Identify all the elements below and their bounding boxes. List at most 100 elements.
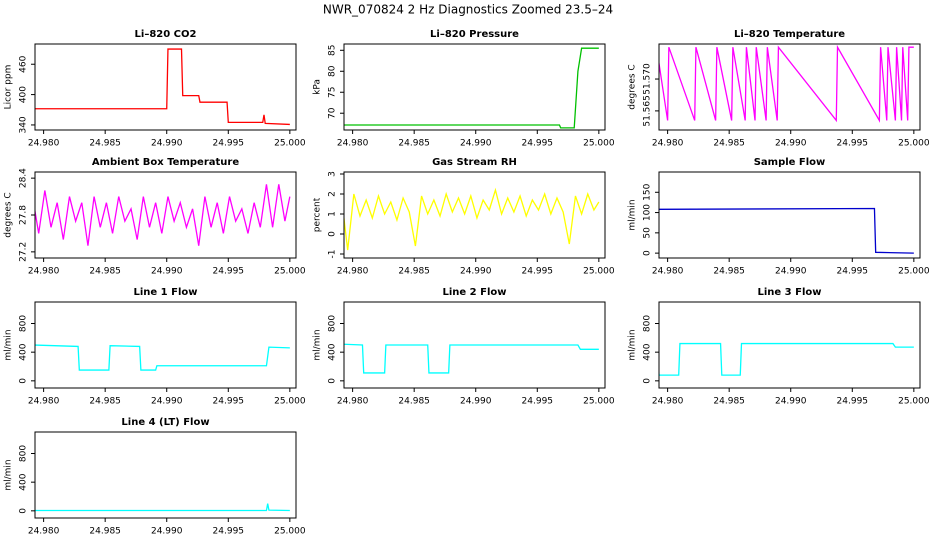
x-tick-label: 25.000 bbox=[274, 527, 306, 537]
x-tick-label: 25.000 bbox=[583, 267, 615, 277]
x-tick-label: 24.995 bbox=[837, 139, 869, 149]
x-tick-label: 24.985 bbox=[89, 527, 121, 537]
y-tick-label: 800 bbox=[19, 445, 29, 462]
y-axis-label: degrees C bbox=[4, 192, 14, 237]
plot-frame bbox=[34, 301, 297, 389]
y-tick-label: 400 bbox=[19, 343, 29, 360]
chart-title: Gas Stream RH bbox=[432, 157, 517, 168]
x-tick-label: 24.995 bbox=[213, 267, 245, 277]
plot-frame bbox=[34, 431, 297, 519]
x-tick-label: 24.980 bbox=[652, 267, 684, 277]
x-tick-label: 25.000 bbox=[274, 267, 306, 277]
chart-title: Li–820 Pressure bbox=[430, 29, 519, 40]
y-tick-label: -1 bbox=[328, 250, 338, 259]
chart-title: Line 3 Flow bbox=[758, 287, 822, 298]
y-tick-label: 400 bbox=[328, 343, 338, 360]
y-tick-label: 0 bbox=[328, 378, 338, 384]
data-line bbox=[344, 47, 599, 129]
y-tick-label: 150 bbox=[643, 183, 653, 200]
y-tick-label: 400 bbox=[19, 86, 29, 103]
chart-title: Li–820 Temperature bbox=[734, 29, 845, 40]
x-tick-label: 24.985 bbox=[398, 139, 430, 149]
y-tick-label: 51.565 bbox=[643, 95, 653, 127]
x-tick-label: 24.985 bbox=[713, 267, 745, 277]
plot-frame bbox=[658, 301, 921, 389]
x-tick-label: 25.000 bbox=[898, 139, 930, 149]
x-tick-label: 24.985 bbox=[713, 397, 745, 407]
y-tick-label: 0 bbox=[643, 250, 653, 256]
x-tick-label: 25.000 bbox=[583, 397, 615, 407]
y-tick-label: 28.4 bbox=[19, 168, 29, 188]
data-line bbox=[659, 342, 914, 376]
plot-frame bbox=[658, 43, 921, 131]
x-tick-label: 24.995 bbox=[522, 397, 554, 407]
y-axis-label: ml/min bbox=[313, 329, 323, 360]
plot-frame bbox=[343, 43, 606, 131]
x-tick-label: 24.990 bbox=[460, 139, 492, 149]
chart-title: Line 2 Flow bbox=[443, 287, 507, 298]
data-line bbox=[344, 343, 599, 374]
x-tick-label: 25.000 bbox=[583, 139, 615, 149]
x-tick-label: 24.995 bbox=[837, 267, 869, 277]
y-tick-label: 460 bbox=[19, 55, 29, 72]
x-tick-label: 24.980 bbox=[28, 139, 60, 149]
x-tick-label: 24.990 bbox=[151, 267, 183, 277]
x-tick-label: 24.990 bbox=[460, 397, 492, 407]
data-line bbox=[35, 503, 290, 512]
data-line bbox=[344, 187, 600, 251]
y-axis-label: percent bbox=[313, 197, 323, 232]
y-tick-label: 0 bbox=[19, 378, 29, 384]
x-tick-label: 24.980 bbox=[337, 139, 369, 149]
y-axis-label: kPa bbox=[313, 79, 323, 95]
x-tick-label: 24.985 bbox=[398, 267, 430, 277]
data-line bbox=[35, 48, 290, 126]
plot-frame bbox=[34, 43, 297, 131]
x-tick-label: 24.990 bbox=[775, 139, 807, 149]
x-tick-label: 24.995 bbox=[837, 397, 869, 407]
x-tick-label: 24.985 bbox=[89, 139, 121, 149]
data-line bbox=[35, 184, 291, 246]
x-tick-label: 24.995 bbox=[213, 527, 245, 537]
chart-title: Li–820 CO2 bbox=[135, 29, 197, 40]
y-tick-label: 100 bbox=[643, 204, 653, 221]
x-tick-label: 24.990 bbox=[151, 527, 183, 537]
data-line bbox=[659, 44, 914, 123]
y-axis-label: ml/min bbox=[4, 459, 14, 490]
x-tick-label: 24.980 bbox=[28, 527, 60, 537]
y-tick-label: 400 bbox=[643, 343, 653, 360]
y-axis-label: degrees C bbox=[628, 64, 638, 109]
chart-title: Line 4 (LT) Flow bbox=[121, 417, 209, 428]
y-tick-label: 27.2 bbox=[19, 242, 29, 262]
plot-frame bbox=[658, 171, 921, 259]
x-tick-label: 24.995 bbox=[522, 139, 554, 149]
x-tick-label: 24.985 bbox=[398, 397, 430, 407]
y-tick-label: 75 bbox=[328, 87, 338, 98]
y-axis-label: Licor ppm bbox=[4, 65, 14, 110]
x-tick-label: 24.980 bbox=[652, 397, 684, 407]
y-tick-label: 2 bbox=[328, 191, 338, 197]
x-tick-label: 24.980 bbox=[28, 397, 60, 407]
y-tick-label: 1 bbox=[328, 211, 338, 217]
x-tick-label: 24.985 bbox=[713, 139, 745, 149]
x-tick-label: 24.985 bbox=[89, 397, 121, 407]
x-tick-label: 24.995 bbox=[213, 139, 245, 149]
chart-title: Line 1 Flow bbox=[134, 287, 198, 298]
x-tick-label: 24.990 bbox=[151, 139, 183, 149]
data-line bbox=[659, 207, 914, 254]
chart-title: Sample Flow bbox=[754, 157, 826, 168]
x-tick-label: 24.990 bbox=[775, 397, 807, 407]
x-tick-label: 24.995 bbox=[213, 397, 245, 407]
y-tick-label: 3 bbox=[328, 171, 338, 177]
x-tick-label: 24.990 bbox=[460, 267, 492, 277]
x-tick-label: 25.000 bbox=[898, 397, 930, 407]
x-tick-label: 25.000 bbox=[274, 139, 306, 149]
y-tick-label: 0 bbox=[643, 378, 653, 384]
y-tick-label: 27.8 bbox=[19, 205, 29, 225]
y-tick-label: 800 bbox=[328, 315, 338, 332]
y-tick-label: 340 bbox=[19, 116, 29, 133]
x-tick-label: 24.985 bbox=[89, 267, 121, 277]
x-tick-label: 24.980 bbox=[337, 397, 369, 407]
x-tick-label: 25.000 bbox=[274, 397, 306, 407]
y-axis-label: ml/min bbox=[4, 329, 14, 360]
